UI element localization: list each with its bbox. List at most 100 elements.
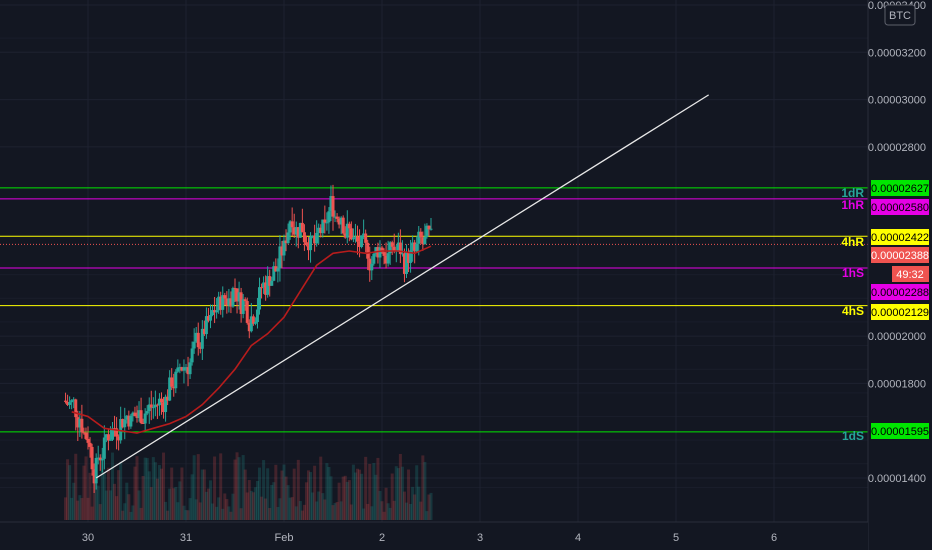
candle-body[interactable]	[96, 457, 100, 459]
candle-body[interactable]	[345, 223, 349, 238]
candle-body[interactable]	[286, 232, 290, 244]
candle-body[interactable]	[292, 227, 296, 235]
candle-body[interactable]	[411, 242, 415, 251]
candle-body[interactable]	[239, 292, 243, 314]
candle-body[interactable]	[417, 231, 421, 244]
candle-body[interactable]	[343, 233, 347, 238]
candle-body[interactable]	[260, 287, 264, 289]
candle-body[interactable]	[413, 242, 417, 252]
candle-body[interactable]	[349, 228, 353, 240]
candle-body[interactable]	[162, 402, 166, 413]
candle-body[interactable]	[74, 399, 78, 418]
candle-body[interactable]	[98, 457, 102, 461]
candle-body[interactable]	[351, 237, 355, 240]
candle-body[interactable]	[235, 288, 239, 302]
candle-body[interactable]	[125, 415, 129, 420]
candle-body[interactable]	[206, 316, 210, 321]
candle-body[interactable]	[396, 242, 400, 251]
candle-body[interactable]	[421, 237, 425, 245]
candle-body[interactable]	[311, 235, 315, 237]
candle-body[interactable]	[339, 217, 343, 225]
candle-body[interactable]	[249, 316, 253, 332]
candle-body[interactable]	[219, 296, 223, 310]
candle-body[interactable]	[135, 416, 139, 418]
candle-body[interactable]	[133, 412, 137, 417]
candle-body[interactable]	[392, 246, 396, 251]
candle-body[interactable]	[337, 218, 341, 225]
candle-body[interactable]	[102, 437, 106, 459]
candle-body[interactable]	[157, 398, 161, 406]
candle-body[interactable]	[423, 236, 427, 245]
candle-body[interactable]	[298, 222, 302, 238]
candle-body[interactable]	[72, 399, 76, 401]
candle-body[interactable]	[196, 332, 200, 348]
candle-body[interactable]	[229, 298, 233, 307]
candle-body[interactable]	[86, 438, 90, 443]
candle-body[interactable]	[288, 221, 292, 233]
candle-body[interactable]	[253, 321, 257, 324]
candle-body[interactable]	[321, 219, 325, 234]
candle-body[interactable]	[319, 227, 323, 234]
candle-body[interactable]	[82, 432, 86, 434]
candle-body[interactable]	[378, 247, 382, 258]
candle-body[interactable]	[104, 434, 108, 438]
candle-body[interactable]	[66, 401, 70, 405]
candle-body[interactable]	[213, 310, 217, 313]
candle-body[interactable]	[174, 371, 178, 389]
candle-body[interactable]	[272, 266, 276, 281]
candle-body[interactable]	[106, 434, 110, 441]
candle-body[interactable]	[282, 240, 286, 256]
candle-body[interactable]	[180, 367, 184, 371]
candle-body[interactable]	[304, 242, 308, 246]
candle-body[interactable]	[115, 428, 119, 437]
candle-body[interactable]	[70, 400, 74, 403]
candle-body[interactable]	[360, 235, 364, 247]
candle-body[interactable]	[127, 415, 131, 427]
candle-body[interactable]	[182, 367, 186, 371]
candle-body[interactable]	[323, 219, 327, 223]
candle-body[interactable]	[307, 245, 310, 251]
candle-body[interactable]	[370, 263, 374, 271]
trendline[interactable]	[95, 94, 710, 479]
candle-body[interactable]	[78, 418, 82, 428]
time-axis-panel[interactable]	[0, 522, 868, 550]
candle-body[interactable]	[147, 404, 151, 412]
candle-body[interactable]	[415, 243, 419, 252]
candle-body[interactable]	[427, 225, 431, 230]
candle-body[interactable]	[245, 301, 249, 323]
candle-body[interactable]	[296, 227, 300, 238]
candle-body[interactable]	[270, 280, 274, 286]
candle-body[interactable]	[121, 419, 125, 428]
candle-body[interactable]	[108, 439, 112, 441]
candle-body[interactable]	[217, 296, 221, 311]
candle-body[interactable]	[366, 242, 370, 259]
candle-body[interactable]	[255, 309, 259, 322]
candle-body[interactable]	[372, 253, 376, 264]
candle-body[interactable]	[315, 232, 319, 244]
candle-body[interactable]	[407, 252, 411, 263]
candle-body[interactable]	[168, 377, 172, 401]
candle-body[interactable]	[278, 246, 282, 269]
candle-body[interactable]	[188, 362, 192, 375]
candle-body[interactable]	[241, 299, 245, 314]
candle-body[interactable]	[276, 268, 280, 272]
candle-body[interactable]	[198, 347, 202, 349]
candle-body[interactable]	[176, 367, 180, 372]
candle-body[interactable]	[243, 299, 247, 302]
candle-body[interactable]	[335, 216, 339, 219]
candle-body[interactable]	[358, 241, 362, 247]
candle-body[interactable]	[131, 412, 135, 416]
candle-body[interactable]	[380, 247, 384, 253]
candle-body[interactable]	[84, 432, 88, 439]
candle-body[interactable]	[166, 396, 170, 401]
candle-body[interactable]	[225, 298, 229, 306]
candle-body[interactable]	[211, 310, 215, 316]
candle-body[interactable]	[309, 236, 313, 251]
candle-body[interactable]	[149, 404, 153, 408]
candle-body[interactable]	[331, 196, 335, 217]
candle-body[interactable]	[164, 396, 168, 413]
candle-body[interactable]	[429, 228, 433, 230]
candle-body[interactable]	[409, 250, 413, 263]
candle-body[interactable]	[231, 288, 235, 307]
